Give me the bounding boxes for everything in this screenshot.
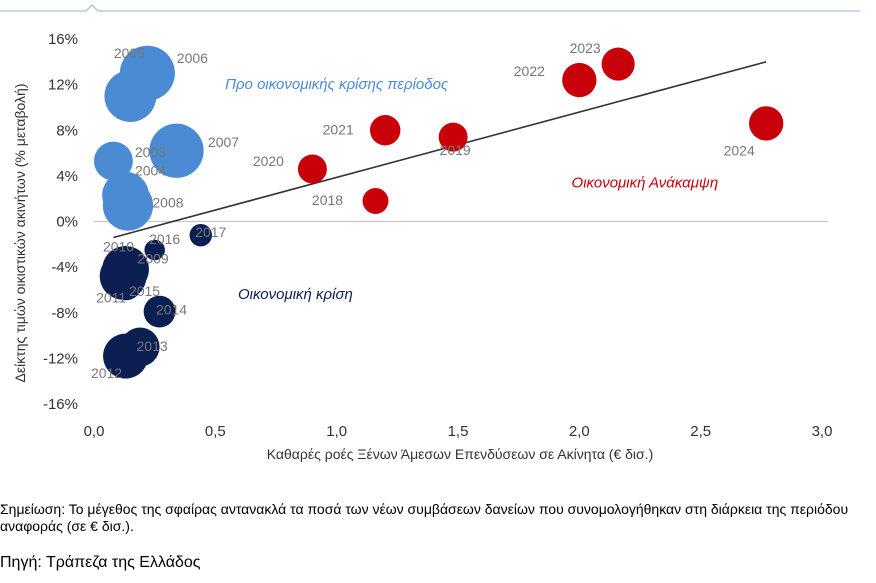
bubble-chart: 16% 12% 8% 4% 0% -4% -8% -12% -16% 0,0 0,5 1,0 1,5 2…: [12, 31, 833, 462]
bubble-2021: [369, 115, 401, 146]
source-line: Πηγή: Τράπεζα της Ελλάδος: [0, 554, 201, 571]
y-tick-label: 0%: [56, 214, 78, 231]
y-tick-label: 4%: [56, 168, 78, 185]
bubble-2017: [189, 223, 213, 247]
x-axis-ticks: 0,0 0,5 1,0 1,5 2,0 2,5 3,0: [84, 423, 833, 440]
point-label-2015: 2015: [129, 283, 160, 299]
point-label-2010: 2010: [103, 238, 134, 254]
x-tick-label: 2,5: [690, 423, 711, 440]
point-label-2014: 2014: [156, 302, 187, 318]
point-label-2011: 2011: [96, 289, 126, 305]
y-tick-label: -12%: [43, 350, 78, 367]
bubble-2018: [362, 187, 389, 214]
bubble-2023: [601, 47, 635, 81]
bubbles: [93, 45, 784, 379]
x-tick-label: 0,5: [205, 423, 226, 440]
point-label-2007: 2007: [208, 134, 239, 150]
point-label-2013: 2013: [137, 338, 168, 354]
point-label-2016: 2016: [149, 231, 180, 247]
y-tick-label: 16%: [48, 31, 78, 48]
point-label-2023: 2023: [570, 40, 601, 56]
bubble-2019: [438, 122, 468, 152]
point-label-2008: 2008: [152, 195, 183, 211]
annotation-recovery: Οικονομική Ανάκαμψη: [572, 174, 719, 191]
trend-line: [113, 61, 767, 239]
point-label-2005: 2005: [114, 45, 145, 61]
bubble-2005: [104, 70, 157, 122]
bubble-2013: [120, 327, 160, 367]
y-axis-title: Δείκτης τιμών οικιστικών ακινήτων (% μετ…: [12, 83, 28, 382]
point-labels: 2005 2006 2007 2003 2004 2008 2016 2017 20102009…: [91, 40, 755, 381]
point-label-2004: 2004: [135, 162, 166, 178]
point-label-2012: 2012: [91, 365, 122, 381]
x-tick-label: 3,0: [812, 423, 833, 440]
y-tick-label: -4%: [51, 259, 78, 276]
bubble-2016: [144, 239, 165, 261]
top-border: [0, 4, 860, 12]
annotations: Προ οικονομικής κρίσης περίοδος Οικονομικ…: [225, 76, 718, 303]
bubble-2004: [102, 171, 149, 219]
bubble-2022: [562, 62, 597, 98]
point-label-2006: 2006: [177, 50, 208, 66]
x-tick-label: 2,0: [569, 423, 590, 440]
point-label-2021: 2021: [323, 121, 354, 137]
point-label-2017: 2017: [195, 224, 226, 240]
x-tick-label: 0,0: [84, 423, 105, 440]
bubble-2020: [297, 154, 327, 184]
point-label-2022: 2022: [514, 63, 545, 79]
bubble-2015: [108, 265, 143, 301]
point-label-2018: 2018: [312, 192, 343, 208]
point-label-2003: 2003: [135, 144, 166, 160]
footnote: Σημείωση: Το μέγεθος της σφαίρας αντανακ…: [0, 501, 849, 534]
bubble-2007: [149, 123, 204, 178]
x-tick-label: 1,5: [448, 423, 469, 440]
y-tick-label: 12%: [48, 77, 78, 94]
annotation-crisis: Οικονομική κρίση: [238, 286, 353, 303]
x-tick-label: 1,0: [326, 423, 347, 440]
point-label-2024: 2024: [724, 142, 755, 158]
y-tick-label: 8%: [56, 122, 78, 139]
point-label-2019: 2019: [440, 142, 471, 158]
y-tick-label: -8%: [51, 305, 78, 322]
bubble-2024: [749, 106, 784, 141]
point-label-2020: 2020: [253, 153, 284, 169]
bubble-2014: [143, 295, 176, 328]
point-label-2009: 2009: [138, 251, 169, 267]
x-axis-title: Καθαρές ροές Ξένων Άμεσων Επενδύσεων σε …: [267, 446, 653, 462]
y-tick-label: -16%: [43, 396, 78, 413]
y-axis-ticks: 16% 12% 8% 4% 0% -4% -8% -12% -16%: [43, 31, 78, 413]
bubble-2003: [93, 141, 133, 181]
annotation-pre_crisis: Προ οικονομικής κρίσης περίοδος: [225, 76, 449, 93]
